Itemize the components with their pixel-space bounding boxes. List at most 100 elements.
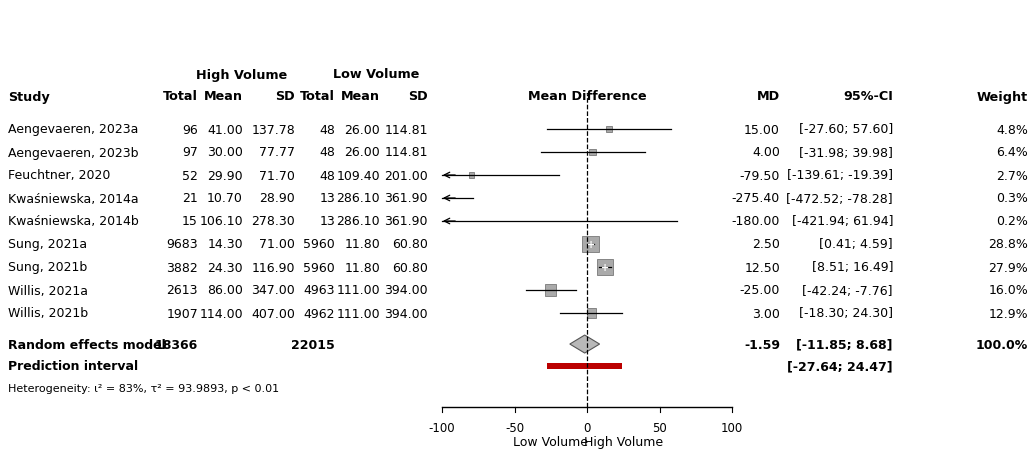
Text: 27.9%: 27.9%	[988, 261, 1028, 274]
Text: 29.90: 29.90	[207, 169, 243, 182]
Text: [-139.61; -19.39]: [-139.61; -19.39]	[787, 169, 893, 182]
Text: -50: -50	[505, 421, 524, 435]
Text: Mean Difference: Mean Difference	[527, 90, 646, 103]
Text: Random effects model: Random effects model	[8, 338, 166, 351]
Text: 4.8%: 4.8%	[997, 123, 1028, 136]
Text: -275.40: -275.40	[731, 192, 780, 205]
Text: 0: 0	[583, 421, 591, 435]
Text: 12.9%: 12.9%	[988, 307, 1028, 320]
Text: [-11.85; 8.68]: [-11.85; 8.68]	[797, 338, 893, 351]
Text: 0.3%: 0.3%	[997, 192, 1028, 205]
Text: 71.70: 71.70	[259, 169, 295, 182]
Text: 0.2%: 0.2%	[997, 215, 1028, 228]
Text: -180.00: -180.00	[731, 215, 780, 228]
Text: 100.0%: 100.0%	[976, 338, 1028, 351]
Text: 394.00: 394.00	[384, 284, 428, 297]
Text: Prediction interval: Prediction interval	[8, 360, 138, 373]
Bar	[469, 173, 474, 178]
Text: 24.30: 24.30	[207, 261, 243, 274]
Text: Kwaśniewska, 2014b: Kwaśniewska, 2014b	[8, 215, 139, 228]
Text: 114.00: 114.00	[199, 307, 243, 320]
Bar	[597, 259, 613, 276]
Text: 14.30: 14.30	[207, 238, 243, 251]
Text: 26.00: 26.00	[344, 123, 380, 136]
Text: Study: Study	[8, 90, 50, 103]
Bar	[589, 149, 596, 156]
Text: +: +	[586, 239, 595, 249]
Text: 10.70: 10.70	[207, 192, 243, 205]
Text: 41.00: 41.00	[207, 123, 243, 136]
Text: High Volume: High Volume	[583, 436, 663, 448]
Text: [-421.94; 61.94]: [-421.94; 61.94]	[792, 215, 893, 228]
Bar	[586, 308, 596, 318]
Polygon shape	[570, 336, 600, 353]
Text: [-27.60; 57.60]: [-27.60; 57.60]	[799, 123, 893, 136]
Text: 3882: 3882	[166, 261, 198, 274]
Text: 347.00: 347.00	[252, 284, 295, 297]
Text: Sung, 2021a: Sung, 2021a	[8, 238, 87, 251]
Text: 48: 48	[319, 146, 335, 159]
Text: [-27.64; 24.47]: [-27.64; 24.47]	[787, 360, 893, 373]
Text: 111.00: 111.00	[337, 307, 380, 320]
Text: 16.0%: 16.0%	[988, 284, 1028, 297]
Text: 407.00: 407.00	[251, 307, 295, 320]
Text: +: +	[601, 262, 609, 272]
Text: -79.50: -79.50	[740, 169, 780, 182]
Text: 2613: 2613	[167, 284, 198, 297]
Text: Kwaśniewska, 2014a: Kwaśniewska, 2014a	[8, 192, 139, 205]
Text: [8.51; 16.49]: [8.51; 16.49]	[811, 261, 893, 274]
Text: SD: SD	[408, 90, 428, 103]
Bar	[606, 127, 612, 133]
Text: 9683: 9683	[167, 238, 198, 251]
Text: 26.00: 26.00	[344, 146, 380, 159]
Text: 6.4%: 6.4%	[997, 146, 1028, 159]
Text: Weight: Weight	[977, 90, 1028, 103]
Text: Total: Total	[163, 90, 198, 103]
Text: 22015: 22015	[291, 338, 335, 351]
Text: 60.80: 60.80	[392, 238, 428, 251]
Text: 86.00: 86.00	[207, 284, 243, 297]
Text: Heterogeneity: ι² = 83%, τ² = 93.9893, p < 0.01: Heterogeneity: ι² = 83%, τ² = 93.9893, p…	[8, 383, 279, 393]
Text: 95%-CI: 95%-CI	[843, 90, 893, 103]
Text: [-18.30; 24.30]: [-18.30; 24.30]	[799, 307, 893, 320]
Text: Mean: Mean	[204, 90, 243, 103]
Text: 12.50: 12.50	[744, 261, 780, 274]
Text: Willis, 2021a: Willis, 2021a	[8, 284, 88, 297]
Text: 278.30: 278.30	[252, 215, 295, 228]
Text: -1.59: -1.59	[744, 338, 780, 351]
Text: 109.40: 109.40	[337, 169, 380, 182]
Text: Willis, 2021b: Willis, 2021b	[8, 307, 88, 320]
Text: 48: 48	[319, 123, 335, 136]
Text: 18366: 18366	[154, 338, 198, 351]
Text: 52: 52	[182, 169, 198, 182]
Text: 97: 97	[182, 146, 198, 159]
Text: 5960: 5960	[304, 238, 335, 251]
Text: 71.00: 71.00	[259, 238, 295, 251]
Text: SD: SD	[276, 90, 295, 103]
Text: 114.81: 114.81	[384, 123, 428, 136]
Text: 15.00: 15.00	[744, 123, 780, 136]
Text: 106.10: 106.10	[199, 215, 243, 228]
Text: Low Volume: Low Volume	[513, 436, 588, 448]
Text: [-31.98; 39.98]: [-31.98; 39.98]	[799, 146, 893, 159]
Text: 286.10: 286.10	[337, 192, 380, 205]
Bar	[582, 236, 599, 253]
Text: 4963: 4963	[304, 284, 335, 297]
Text: Feuchtner, 2020: Feuchtner, 2020	[8, 169, 111, 182]
Text: 11.80: 11.80	[344, 261, 380, 274]
Text: 4962: 4962	[304, 307, 335, 320]
Bar	[547, 363, 623, 369]
Text: 111.00: 111.00	[337, 284, 380, 297]
Text: Total: Total	[300, 90, 335, 103]
Text: [0.41; 4.59]: [0.41; 4.59]	[819, 238, 893, 251]
Text: 137.78: 137.78	[252, 123, 295, 136]
Text: 13: 13	[319, 215, 335, 228]
Text: Sung, 2021b: Sung, 2021b	[8, 261, 87, 274]
Text: [-42.24; -7.76]: [-42.24; -7.76]	[803, 284, 893, 297]
Text: -25.00: -25.00	[740, 284, 780, 297]
Text: 60.80: 60.80	[392, 261, 428, 274]
Text: 77.77: 77.77	[259, 146, 295, 159]
Text: 3.00: 3.00	[752, 307, 780, 320]
Text: 30.00: 30.00	[207, 146, 243, 159]
Text: 201.00: 201.00	[384, 169, 428, 182]
